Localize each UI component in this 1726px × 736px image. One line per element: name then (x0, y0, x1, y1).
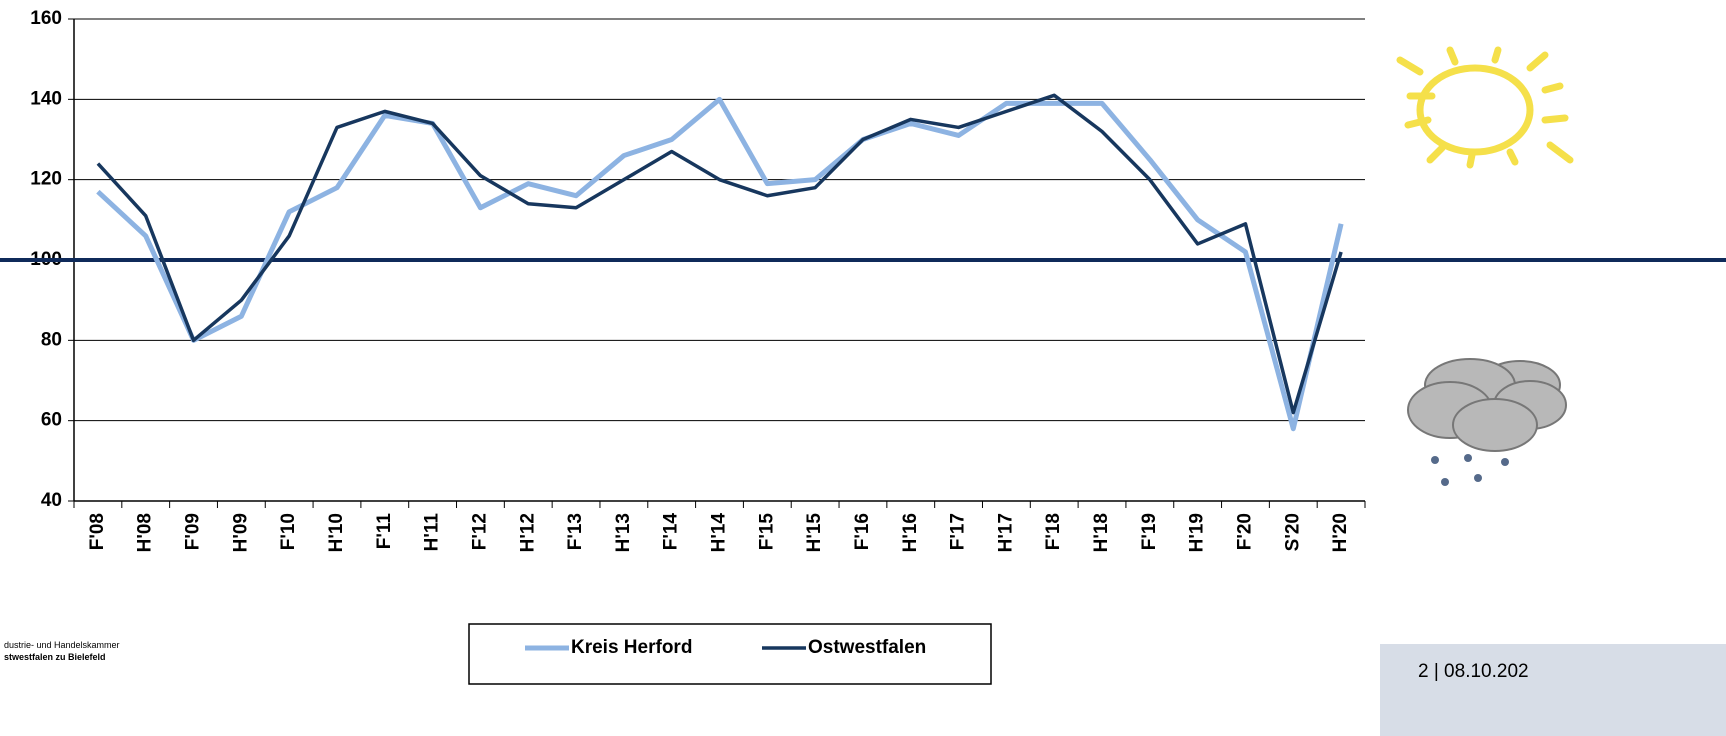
x-tick-label: F'17 (948, 513, 969, 550)
y-tick-label: 120 (30, 169, 62, 190)
x-tick-label: H'19 (1187, 513, 1208, 552)
page-number: 2 | 08.10.202 (1418, 661, 1529, 682)
x-tick-label: H'17 (995, 513, 1016, 552)
logo-line: stwestfalen zu Bielefeld (4, 652, 106, 662)
x-tick-label: F'09 (183, 513, 204, 550)
x-tick-label: H'12 (517, 513, 538, 552)
logo-line: dustrie- und Handelskammer (4, 640, 120, 650)
x-tick-label: F'15 (756, 513, 777, 551)
series-line (96, 93, 1343, 415)
x-tick-label: F'14 (661, 513, 682, 551)
x-tick-label: H'14 (709, 513, 730, 553)
legend-box (468, 623, 992, 685)
series-line (96, 96, 1344, 432)
x-tick-label: F'20 (1234, 513, 1255, 550)
x-tick-label: F'10 (278, 513, 299, 550)
x-tick-label: S'20 (1282, 513, 1303, 551)
x-tick-label: F'08 (87, 513, 108, 550)
sun-icon (1396, 46, 1574, 169)
x-tick-label: H'10 (326, 513, 347, 552)
x-tick-label: H'15 (804, 513, 825, 553)
legend-label: Ostwestfalen (808, 637, 926, 658)
x-tick-label: F'18 (1043, 513, 1064, 550)
page-box (1380, 644, 1726, 736)
x-tick-label: F'11 (374, 513, 395, 550)
x-tick-label: H'20 (1330, 513, 1351, 552)
x-tick-label: H'08 (135, 513, 156, 552)
y-tick-label: 140 (30, 88, 62, 109)
y-tick-label: 40 (41, 490, 62, 511)
x-tick-label: F'16 (852, 513, 873, 550)
x-tick-label: H'16 (900, 513, 921, 552)
y-tick-label: 160 (30, 8, 62, 29)
x-tick-label: H'13 (613, 513, 634, 552)
x-tick-label: H'09 (230, 513, 251, 552)
y-tick-label: 60 (41, 410, 62, 431)
x-tick-label: F'12 (469, 513, 490, 550)
x-tick-label: H'18 (1091, 513, 1112, 552)
x-tick-label: F'19 (1139, 513, 1160, 550)
cloud-icon (1407, 358, 1567, 486)
x-tick-label: H'11 (422, 513, 443, 552)
x-tick-label: F'13 (565, 513, 586, 550)
y-tick-label: 80 (41, 329, 62, 350)
legend-label: Kreis Herford (571, 637, 692, 658)
